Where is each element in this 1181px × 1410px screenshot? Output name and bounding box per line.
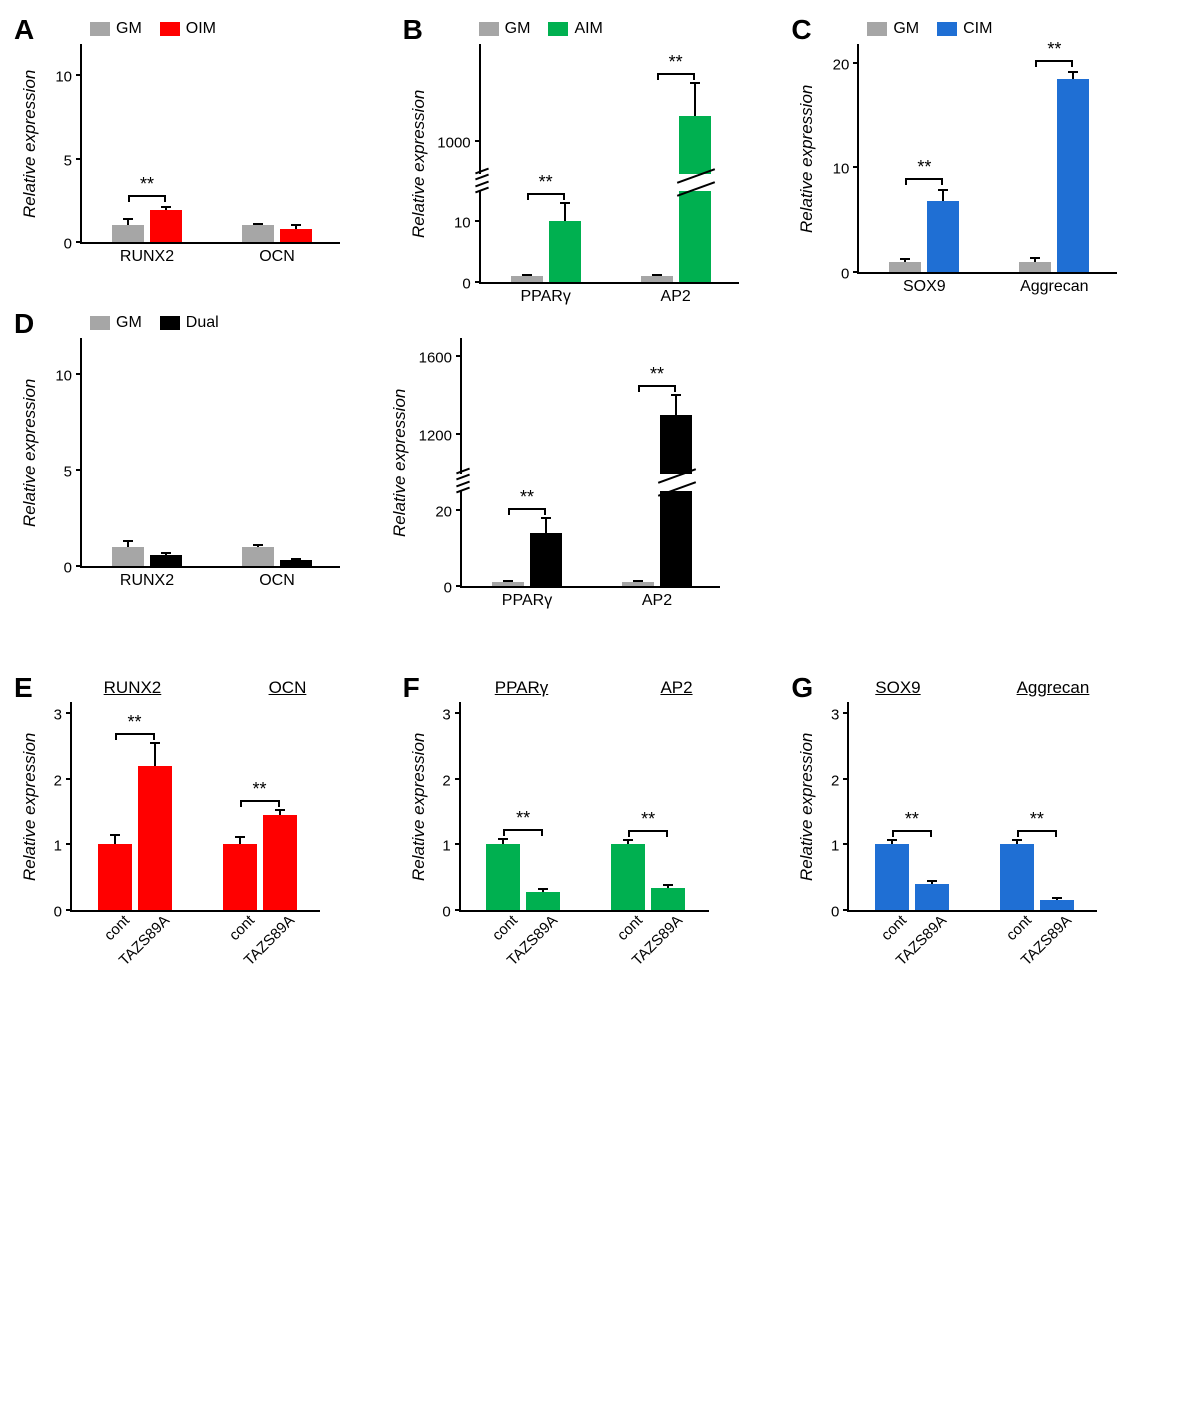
significance-marker: ** [140, 174, 154, 195]
bar [1019, 262, 1051, 272]
significance-marker: ** [650, 364, 664, 385]
ytick-label: 10 [454, 215, 471, 232]
ytick-label: 0 [64, 236, 72, 253]
bar [242, 225, 274, 242]
bar [1057, 79, 1089, 272]
significance-marker: ** [1047, 39, 1061, 60]
bar [242, 547, 274, 566]
bar [889, 262, 921, 272]
xcategory-label: SOX9 [903, 278, 946, 296]
xcategory-label: Aggrecan [1020, 278, 1089, 296]
ytick-label: 2 [54, 772, 62, 789]
xcategory-label: RUNX2 [120, 572, 174, 590]
bar [112, 547, 144, 566]
ytick-label: 10 [833, 161, 850, 178]
ytick-label: 0 [841, 266, 849, 283]
ytick-label: 3 [54, 707, 62, 724]
panel-label: G [791, 672, 813, 704]
legend-item: AIM [548, 20, 602, 38]
ytick-label: 2 [442, 772, 450, 789]
panel-label: E [14, 672, 33, 704]
ytick-label: 10 [55, 69, 72, 86]
ytick-label: 20 [833, 56, 850, 73]
legend-label: GM [505, 20, 531, 38]
significance-marker: ** [905, 809, 919, 830]
panel-label: A [14, 14, 34, 46]
xcategory-label: PPARγ [502, 592, 552, 610]
bar [150, 210, 182, 242]
subtitle: Aggrecan [1017, 678, 1090, 698]
subtitle: PPARγ [495, 678, 549, 698]
panel-label: F [403, 672, 420, 704]
significance-marker: ** [539, 172, 553, 193]
legend-item: GM [90, 20, 142, 38]
ytick-label: 3 [442, 707, 450, 724]
ytick-label: 1 [831, 838, 839, 855]
xlabel: cont [489, 912, 521, 944]
ytick-label: 10 [55, 368, 72, 385]
ytick-label: 0 [444, 580, 452, 597]
significance-marker: ** [669, 52, 683, 73]
significance-marker: ** [917, 157, 931, 178]
ytick-label: 2 [831, 772, 839, 789]
legend-label: GM [893, 20, 919, 38]
ytick-label: 3 [831, 707, 839, 724]
ytick-label: 1 [442, 838, 450, 855]
ytick-label: 0 [831, 904, 839, 921]
significance-marker: ** [1030, 809, 1044, 830]
xlabel: cont [1003, 912, 1035, 944]
ytick-label: 0 [462, 276, 470, 293]
bar [112, 225, 144, 242]
xcategory-label: PPARγ [520, 288, 570, 306]
bar [280, 229, 312, 242]
panel-label: C [791, 14, 811, 46]
xlabel: cont [100, 912, 132, 944]
bar [280, 560, 312, 566]
significance-marker: ** [520, 487, 534, 508]
legend-item: CIM [937, 20, 992, 38]
xlabel: cont [225, 912, 257, 944]
legend-item: GM [479, 20, 531, 38]
ytick-label: 1 [54, 838, 62, 855]
xcategory-label: OCN [259, 248, 295, 266]
ytick-label: 1600 [419, 349, 452, 366]
significance-marker: ** [252, 779, 266, 800]
xcategory-label: RUNX2 [120, 248, 174, 266]
significance-marker: ** [641, 809, 655, 830]
subtitle: OCN [269, 678, 307, 698]
ytick-label: 1200 [419, 428, 452, 445]
legend-label: GM [116, 314, 142, 332]
bar [927, 201, 959, 272]
xcategory-label: OCN [259, 572, 295, 590]
ytick-label: 0 [64, 560, 72, 577]
subtitle: SOX9 [875, 678, 920, 698]
legend-item: OIM [160, 20, 216, 38]
subtitle: RUNX2 [104, 678, 162, 698]
ytick-label: 0 [54, 904, 62, 921]
legend-item: GM [867, 20, 919, 38]
legend-label: Dual [186, 314, 219, 332]
subtitle: AP2 [660, 678, 692, 698]
legend-item: GM [90, 314, 142, 332]
panel-label: B [403, 14, 423, 46]
bar [150, 555, 182, 567]
xcategory-label: AP2 [642, 592, 672, 610]
legend-label: CIM [963, 20, 992, 38]
ytick-label: 1000 [437, 135, 470, 152]
significance-marker: ** [127, 712, 141, 733]
ytick-label: 5 [64, 464, 72, 481]
xlabel: cont [614, 912, 646, 944]
xcategory-label: AP2 [661, 288, 691, 306]
legend-label: GM [116, 20, 142, 38]
panel-label: D [14, 308, 34, 340]
legend-label: OIM [186, 20, 216, 38]
legend-label: AIM [574, 20, 602, 38]
legend-item: Dual [160, 314, 219, 332]
ytick-label: 0 [442, 904, 450, 921]
ytick-label: 20 [435, 504, 452, 521]
xlabel: cont [878, 912, 910, 944]
ytick-label: 5 [64, 152, 72, 169]
significance-marker: ** [516, 808, 530, 829]
